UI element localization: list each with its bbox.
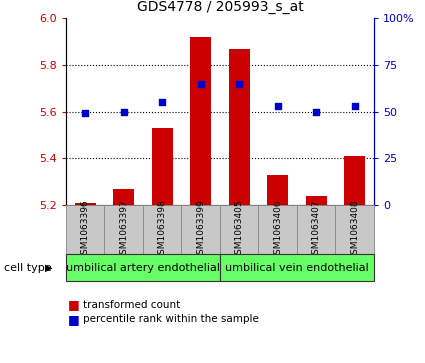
Text: GSM1063408: GSM1063408	[350, 199, 359, 260]
Text: GSM1063406: GSM1063406	[273, 199, 282, 260]
Text: ■: ■	[68, 313, 80, 326]
Text: umbilical artery endothelial: umbilical artery endothelial	[66, 263, 220, 273]
Point	[313, 109, 320, 115]
Text: GSM1063397: GSM1063397	[119, 199, 128, 260]
Bar	[143, 205, 181, 254]
Bar	[267, 175, 288, 205]
Text: cell type: cell type	[4, 263, 52, 273]
Point	[274, 103, 281, 109]
Text: GSM1063398: GSM1063398	[158, 199, 167, 260]
Bar	[229, 49, 250, 205]
Point	[82, 111, 88, 117]
Bar	[66, 254, 220, 281]
Text: GSM1063399: GSM1063399	[196, 199, 205, 260]
Point	[351, 103, 358, 109]
Bar	[66, 205, 105, 254]
Text: GSM1063407: GSM1063407	[312, 199, 321, 260]
Bar	[220, 254, 374, 281]
Text: umbilical vein endothelial: umbilical vein endothelial	[225, 263, 369, 273]
Bar	[220, 205, 258, 254]
Bar	[190, 37, 211, 205]
Bar	[344, 156, 366, 205]
Bar	[335, 205, 374, 254]
Text: transformed count: transformed count	[83, 300, 180, 310]
Bar	[258, 205, 297, 254]
Bar	[113, 189, 134, 205]
Text: percentile rank within the sample: percentile rank within the sample	[83, 314, 259, 325]
Point	[159, 99, 166, 105]
Bar	[306, 196, 327, 205]
Text: ■: ■	[68, 298, 80, 311]
Text: GSM1063396: GSM1063396	[81, 199, 90, 260]
Title: GDS4778 / 205993_s_at: GDS4778 / 205993_s_at	[136, 0, 303, 15]
Bar	[105, 205, 143, 254]
Point	[120, 109, 127, 115]
Bar	[181, 205, 220, 254]
Text: ▶: ▶	[45, 263, 53, 273]
Text: GSM1063405: GSM1063405	[235, 199, 244, 260]
Bar	[74, 203, 96, 205]
Point	[197, 81, 204, 86]
Bar	[297, 205, 335, 254]
Point	[236, 81, 243, 86]
Bar	[152, 128, 173, 205]
